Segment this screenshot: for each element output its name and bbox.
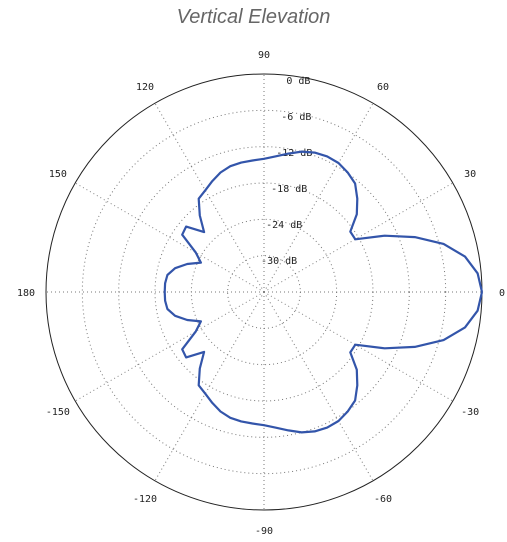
angle-tick-label: 30 [464, 169, 476, 180]
grid-spoke [263, 102, 374, 293]
grid-spoke [74, 291, 265, 402]
pattern-series-line [163, 150, 484, 434]
grid-ring [190, 218, 338, 366]
radial-tick-label: -6 dB [281, 112, 311, 123]
angle-tick-label: -150 [46, 407, 70, 418]
grid-spoke [154, 291, 265, 482]
grid-ring [154, 182, 374, 402]
radial-tick-label: -24 dB [266, 220, 302, 231]
grid-spoke [74, 182, 265, 293]
grid-ring [81, 109, 447, 475]
grid-spoke [154, 102, 265, 293]
angle-tick-label: 120 [136, 82, 154, 93]
angle-tick-label: -120 [133, 494, 157, 505]
angle-tick-label: 180 [17, 288, 35, 299]
radial-tick-label: -18 dB [271, 184, 307, 195]
angle-tick-label: 90 [258, 50, 270, 61]
angle-tick-label: 60 [377, 82, 389, 93]
grid-spoke [263, 291, 374, 482]
chart-title: Vertical Elevation [176, 6, 331, 28]
grid-ring [227, 255, 301, 329]
radial-tick-label: -30 dB [261, 256, 297, 267]
grid-spoke [263, 182, 454, 293]
grid-ring [118, 146, 410, 438]
radial-tick-label: 0 dB [286, 76, 310, 87]
angle-tick-label: 0 [499, 288, 505, 299]
angle-tick-label: -90 [255, 526, 273, 537]
grid-spoke [263, 291, 454, 402]
angle-tick-label: 150 [49, 169, 67, 180]
angle-tick-label: -60 [374, 494, 392, 505]
angle-tick-label: -30 [461, 407, 479, 418]
